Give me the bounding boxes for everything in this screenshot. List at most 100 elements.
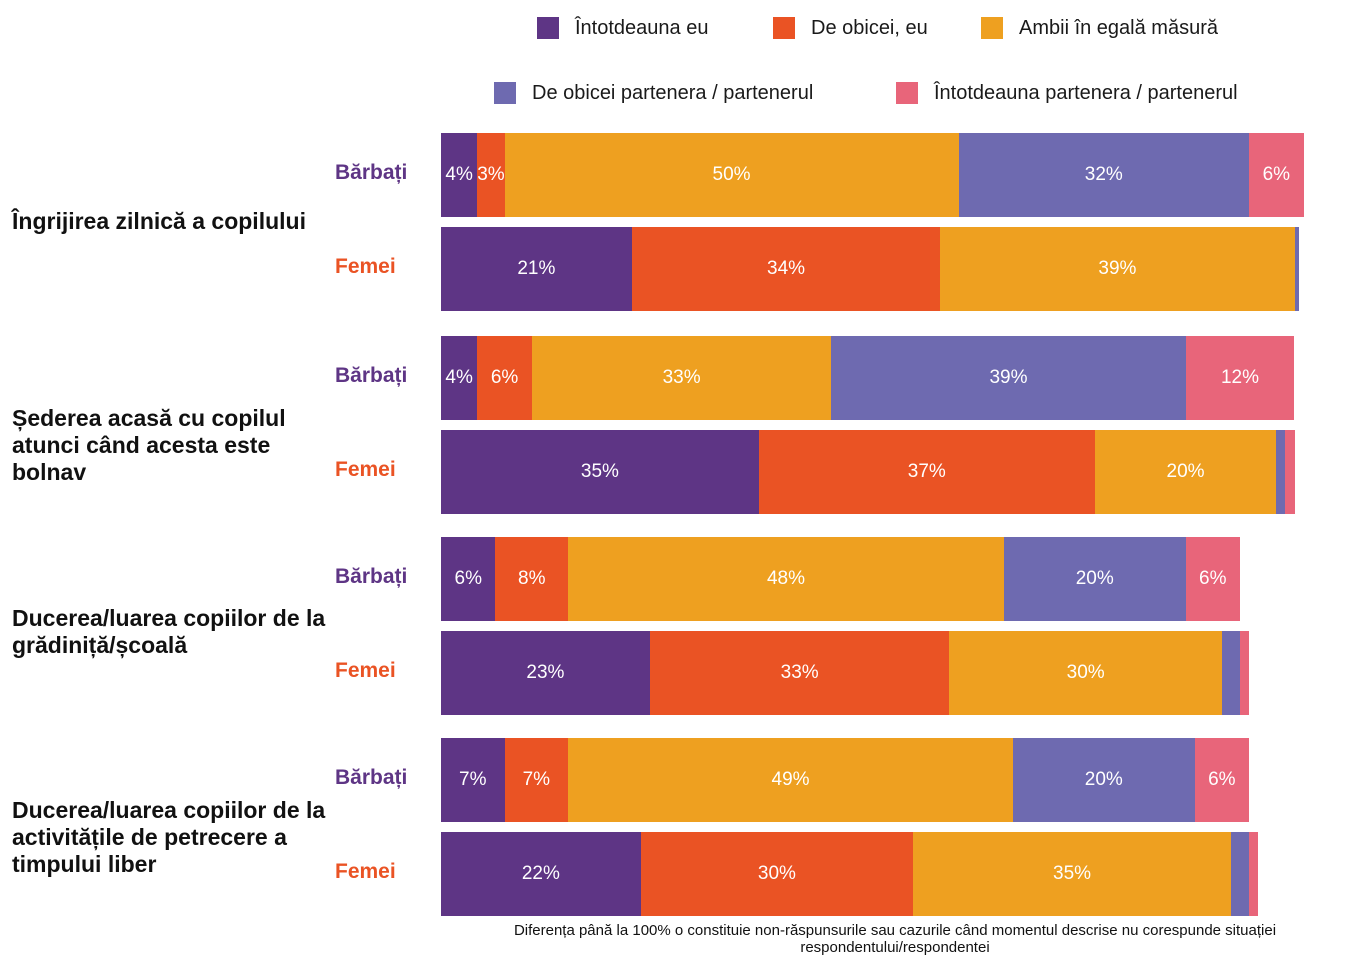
stacked-bar: 4% 3% 50% 32% 6% <box>441 133 1349 217</box>
data-label: 35% <box>580 461 619 482</box>
data-label: 33% <box>662 367 701 388</box>
bar-segment: 7% <box>504 738 569 822</box>
row-label: Femei <box>335 458 396 481</box>
row-label: Bărbați <box>335 766 408 789</box>
legend-item: De obicei partenera / partenerul <box>494 78 813 108</box>
row-label: Bărbați <box>335 161 408 184</box>
bar-segment: 6% <box>477 336 532 420</box>
data-label: 34% <box>767 258 806 279</box>
legend-label: Ambii în egală măsură <box>1019 16 1218 39</box>
stacked-bar: 23% 33% 30% <box>441 631 1349 715</box>
data-label: 6% <box>1199 568 1227 589</box>
data-label: 49% <box>771 769 810 790</box>
legend-swatch <box>896 82 918 104</box>
bar-segment: 8% <box>495 537 569 621</box>
data-label: 20% <box>1075 568 1114 589</box>
bar-segment: 23% <box>441 631 650 715</box>
legend-label: De obicei, eu <box>811 16 928 39</box>
legend-swatch <box>981 17 1003 39</box>
bar-segment: 35% <box>913 832 1231 916</box>
bar-segment: 33% <box>649 631 950 715</box>
stacked-bar: 6% 8% 48% 20% 6% <box>441 537 1349 621</box>
bar-segment: 12% <box>1185 336 1295 420</box>
legend-item: Întotdeauna partenera / partenerul <box>896 78 1238 108</box>
legend-swatch <box>773 17 795 39</box>
data-label: 33% <box>780 662 819 683</box>
data-label: 7% <box>459 769 487 790</box>
bar-segment: 30% <box>949 631 1222 715</box>
bar-segment: 20% <box>1094 430 1277 514</box>
bar-segment: 6% <box>1194 738 1250 822</box>
group-title: Ducerea/luarea copiilor de la grădiniță/… <box>12 605 326 658</box>
row-label: Femei <box>335 659 396 682</box>
legend-item: De obicei, eu <box>773 13 928 43</box>
bar-segment: 30% <box>640 832 914 916</box>
bar-segment: 34% <box>631 227 941 311</box>
stacked-bar: 22% 30% 35% <box>441 832 1349 916</box>
bar-segment <box>1230 832 1250 916</box>
data-label: 6% <box>1208 769 1236 790</box>
bar-segment: 48% <box>568 537 1004 621</box>
bar-segment: 21% <box>441 227 632 311</box>
legend-item: Ambii în egală măsură <box>981 13 1218 43</box>
bar-segment: 20% <box>1003 537 1186 621</box>
bar-segment: 6% <box>1185 537 1240 621</box>
data-label: 20% <box>1084 769 1123 790</box>
data-label: 7% <box>522 769 551 790</box>
row-label: Bărbați <box>335 565 408 588</box>
data-label: 22% <box>521 863 560 884</box>
bar-segment: 32% <box>958 133 1250 217</box>
bar-segment: 6% <box>441 537 496 621</box>
footnote: Diferența până la 100% o constituie non-… <box>513 922 1277 956</box>
row-label: Femei <box>335 255 396 278</box>
bar-segment: 7% <box>441 738 505 822</box>
bar-segment <box>1285 430 1295 514</box>
data-label: 30% <box>757 863 796 884</box>
legend-label: Întotdeauna partenera / partenerul <box>934 81 1238 104</box>
stacked-bar: 7% 7% 49% 20% 6% <box>441 738 1349 822</box>
row-label: Bărbați <box>335 364 408 387</box>
data-label: 12% <box>1220 367 1259 388</box>
data-label: 30% <box>1066 662 1105 683</box>
legend-label: De obicei partenera / partenerul <box>532 81 814 104</box>
stacked-bar: 35% 37% 20% <box>441 430 1349 514</box>
bar-segment: 39% <box>831 336 1186 420</box>
bar-segment: 4% <box>441 133 478 217</box>
bar-segment: 3% <box>477 133 505 217</box>
bar-segment: 6% <box>1249 133 1304 217</box>
data-label: 32% <box>1084 164 1123 185</box>
bar-segment: 4% <box>441 336 478 420</box>
stacked-bar: 4% 6% 33% 39% 12% <box>441 336 1349 420</box>
bar-segment: 50% <box>504 133 959 217</box>
group-title: Ducerea/luarea copiilor de la activități… <box>12 797 326 877</box>
data-label: 21% <box>517 258 556 279</box>
bar-segment <box>1240 631 1250 715</box>
data-label: 39% <box>989 367 1028 388</box>
bar-segment: 20% <box>1013 738 1195 822</box>
legend-swatch <box>494 82 516 104</box>
bar-segment <box>1294 227 1300 311</box>
group-title: Îngrijirea zilnică a copilului <box>12 208 306 234</box>
data-label: 4% <box>445 164 473 185</box>
data-label: 48% <box>766 568 806 589</box>
bar-segment: 37% <box>758 430 1095 514</box>
bar-segment: 35% <box>441 430 759 514</box>
bar-segment <box>1276 430 1286 514</box>
data-label: 6% <box>454 568 482 589</box>
data-label: 4% <box>445 367 473 388</box>
data-label: 8% <box>518 568 546 589</box>
bar-segment: 22% <box>441 832 641 916</box>
data-label: 3% <box>477 164 505 185</box>
data-label: 39% <box>1098 258 1137 279</box>
data-label: 50% <box>712 164 751 185</box>
data-label: 6% <box>490 367 519 388</box>
bar-segment: 33% <box>531 336 832 420</box>
legend-label: Întotdeauna eu <box>575 16 709 39</box>
bar-segment: 39% <box>940 227 1295 311</box>
data-label: 37% <box>907 461 946 482</box>
stacked-bar: 21% 34% 39% <box>441 227 1349 311</box>
data-label: 20% <box>1166 461 1205 482</box>
row-label: Femei <box>335 860 396 883</box>
data-label: 6% <box>1262 164 1291 185</box>
bar-segment <box>1221 631 1240 715</box>
